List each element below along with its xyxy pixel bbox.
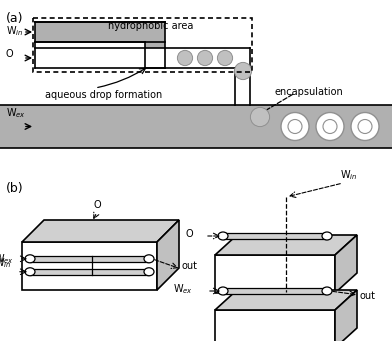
Bar xyxy=(223,288,327,294)
Ellipse shape xyxy=(322,232,332,240)
Polygon shape xyxy=(215,235,357,255)
Circle shape xyxy=(218,50,232,65)
Ellipse shape xyxy=(25,268,35,276)
Text: out: out xyxy=(360,291,376,301)
Ellipse shape xyxy=(322,287,332,295)
Text: out: out xyxy=(182,261,198,271)
Text: encapsulation: encapsulation xyxy=(275,87,344,97)
Ellipse shape xyxy=(218,232,228,240)
Polygon shape xyxy=(215,255,335,293)
Text: W$_{in}$: W$_{in}$ xyxy=(6,24,24,38)
Bar xyxy=(35,22,165,42)
Bar xyxy=(0,105,392,148)
Ellipse shape xyxy=(144,268,154,276)
Ellipse shape xyxy=(218,287,228,295)
Bar xyxy=(223,233,327,239)
Circle shape xyxy=(198,50,212,65)
Bar xyxy=(145,48,165,68)
Polygon shape xyxy=(335,290,357,341)
Text: O: O xyxy=(94,200,102,210)
Circle shape xyxy=(351,113,379,140)
Text: O: O xyxy=(6,49,14,59)
Circle shape xyxy=(281,113,309,140)
Bar xyxy=(235,68,250,105)
Circle shape xyxy=(358,119,372,133)
Circle shape xyxy=(323,119,337,133)
Bar xyxy=(145,42,165,68)
Polygon shape xyxy=(22,242,157,290)
Text: W$_{in}$: W$_{in}$ xyxy=(340,168,358,182)
Circle shape xyxy=(316,113,344,140)
Circle shape xyxy=(288,119,302,133)
Text: W$_{in}$: W$_{in}$ xyxy=(0,256,11,270)
Circle shape xyxy=(250,107,270,127)
Ellipse shape xyxy=(144,255,154,263)
Ellipse shape xyxy=(25,255,35,263)
Bar xyxy=(33,18,252,72)
Circle shape xyxy=(178,50,192,65)
Bar xyxy=(30,256,149,262)
Circle shape xyxy=(234,62,252,79)
Polygon shape xyxy=(22,220,179,242)
Bar xyxy=(30,269,149,275)
Text: (b): (b) xyxy=(6,182,24,195)
Polygon shape xyxy=(157,220,179,290)
Text: hydrophobic area: hydrophobic area xyxy=(108,21,193,31)
Bar xyxy=(35,48,165,68)
Polygon shape xyxy=(335,235,357,293)
Text: W$_{ex}$: W$_{ex}$ xyxy=(6,106,26,120)
Bar xyxy=(165,48,250,68)
Text: (a): (a) xyxy=(6,12,24,25)
Text: W$_{ex}$: W$_{ex}$ xyxy=(173,282,193,296)
Text: O: O xyxy=(185,229,193,239)
Polygon shape xyxy=(215,310,335,341)
Text: W$_{ex}$: W$_{ex}$ xyxy=(0,252,14,266)
Polygon shape xyxy=(215,290,357,310)
Text: aqueous drop formation: aqueous drop formation xyxy=(45,90,162,100)
